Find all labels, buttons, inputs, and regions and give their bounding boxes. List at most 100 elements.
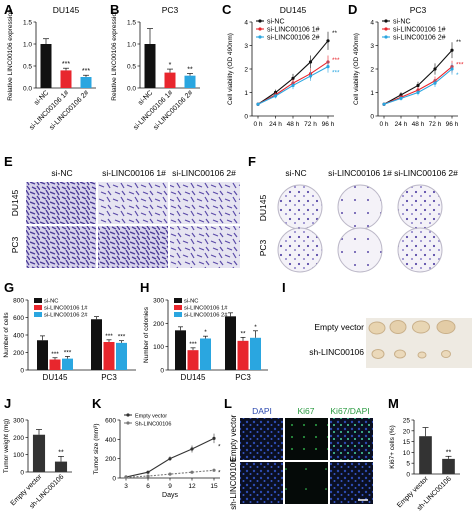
e-image-du145-si-nc bbox=[26, 182, 96, 224]
panel-letter-i: I bbox=[282, 280, 286, 295]
f-plate-pc3-si-1 bbox=[337, 227, 383, 273]
K-x-tick-label: 12 bbox=[188, 483, 196, 490]
i-label-sh: sh-LINC00106 bbox=[309, 347, 364, 357]
K-legend-label: Empty vector bbox=[135, 414, 167, 420]
K-x-tick-label: 6 bbox=[146, 483, 150, 490]
J-y-tick-label: 300 bbox=[13, 418, 24, 425]
panel-letter-k: K bbox=[92, 396, 102, 411]
H-bar bbox=[200, 338, 211, 370]
D-x-tick-label: 48 h bbox=[412, 121, 425, 128]
e-image-du145-si-1 bbox=[98, 182, 168, 224]
K-series-line bbox=[125, 469, 215, 478]
D-legend-marker bbox=[384, 19, 388, 23]
H-bar bbox=[250, 337, 261, 370]
B-bar bbox=[184, 75, 196, 88]
f-row-du145: DU145 bbox=[258, 195, 268, 222]
panel-letter-j: J bbox=[4, 396, 11, 411]
f-plate-du145-si-1 bbox=[337, 184, 383, 230]
H-legend-swatch bbox=[174, 298, 182, 303]
K-legend-marker bbox=[126, 413, 130, 417]
panel-letter-f: F bbox=[248, 154, 256, 169]
panel-letter-a: A bbox=[4, 2, 14, 17]
G-legend-swatch bbox=[34, 305, 42, 310]
G-y-tick-label: 200 bbox=[13, 350, 24, 357]
C-x-tick-label: 96 h bbox=[322, 121, 335, 128]
l-image-ev-ki67 bbox=[285, 418, 328, 460]
panel-letter-g: G bbox=[4, 280, 14, 295]
G-category-label: PC3 bbox=[101, 373, 117, 382]
e-image-pc3-si-1 bbox=[98, 226, 168, 268]
e-image-pc3-si-nc bbox=[26, 226, 96, 268]
l-header-merge: Ki67/DAPI bbox=[330, 406, 369, 416]
G-bar bbox=[62, 358, 73, 370]
J-bar bbox=[32, 434, 46, 472]
M-y-tick-label: 0 bbox=[406, 472, 410, 479]
panel-letter-b: B bbox=[110, 2, 119, 17]
K-legend-marker bbox=[126, 421, 130, 425]
G-bar bbox=[116, 342, 127, 370]
C-x-tick-label: 48 h bbox=[287, 121, 300, 128]
l-image-ev-dapi bbox=[240, 418, 283, 460]
chart-b-pc3-expression: 0.0 0.5 1.0 1.5 Relative LINC00106 expressio… bbox=[111, 5, 200, 132]
D-legend-label: si-NC bbox=[393, 19, 411, 26]
M-bar bbox=[442, 458, 455, 474]
C-y-axis-label: Cell viability (OD 490nm) bbox=[227, 33, 234, 105]
panel-l-immunofluorescence: DAPI Ki67 Ki67/DAPI Empty vector sh-LINC… bbox=[229, 406, 373, 510]
K-significance: * bbox=[218, 469, 221, 476]
G-legend-label: si-LINC00106 1# bbox=[44, 306, 88, 312]
D-x-tick-label: 0 h bbox=[379, 121, 388, 128]
D-point bbox=[382, 102, 386, 106]
C-legend-marker bbox=[258, 27, 262, 31]
C-significance: ** bbox=[332, 30, 338, 37]
G-legend-label: si-NC bbox=[44, 299, 59, 305]
f-header-si-2: si-LINC00106 2# bbox=[394, 168, 458, 178]
H-category-label: PC3 bbox=[235, 373, 251, 382]
K-y-axis-label: Tumor size (mm³) bbox=[93, 423, 100, 474]
H-bar bbox=[187, 350, 199, 370]
panel-letter-m: M bbox=[388, 396, 399, 411]
K-x-axis-label: Days bbox=[162, 492, 178, 499]
panel-e-transwell-images: si-NC si-LINC00106 1# si-LINC00106 2# DU… bbox=[10, 168, 240, 268]
G-y-tick-label: 400 bbox=[13, 333, 24, 340]
J-y-tick-label: 0 bbox=[20, 470, 24, 477]
H-legend-label: si-NC bbox=[184, 299, 199, 305]
l-row-sh: sh-LINC00106 bbox=[229, 458, 238, 510]
i-tumor-sh-2 bbox=[394, 349, 406, 359]
chart-a-du145-expression: 0.0 0.5 1.0 1.5 Relative LINC00106 expressio… bbox=[7, 5, 96, 132]
C-x-tick-label: 72 h bbox=[304, 121, 317, 128]
D-significance: *** bbox=[456, 62, 464, 69]
D-y-axis-label: Cell viability (OD 490nm) bbox=[353, 33, 360, 105]
G-category-label: DU145 bbox=[43, 373, 68, 382]
H-significance: * bbox=[254, 324, 257, 331]
K-x-tick-label: 15 bbox=[210, 483, 218, 490]
J-y-tick-label: 200 bbox=[13, 435, 24, 442]
e-image-du145-si-2 bbox=[170, 182, 240, 224]
M-y-tick-label: 20 bbox=[403, 428, 411, 435]
l-image-ev-merge bbox=[330, 418, 373, 460]
C-x-tick-label: 0 h bbox=[253, 121, 262, 128]
B-y-tick-label: 1.0 bbox=[127, 42, 136, 49]
B-bar bbox=[164, 72, 176, 88]
A-bar bbox=[60, 70, 72, 88]
K-y-tick-label: 400 bbox=[105, 437, 116, 444]
i-label-empty-vector: Empty vector bbox=[314, 322, 364, 332]
l-header-dapi: DAPI bbox=[252, 406, 272, 416]
e-image-pc3-si-2 bbox=[170, 226, 240, 268]
G-bar bbox=[91, 319, 102, 370]
e-row-pc3: PC3 bbox=[10, 236, 20, 253]
D-legend-label: si-LINC00106 1# bbox=[393, 27, 446, 34]
A-y-tick-label: 1.5 bbox=[23, 20, 32, 27]
B-bar bbox=[144, 44, 156, 88]
f-header-si-nc: si-NC bbox=[285, 168, 306, 178]
G-bar bbox=[103, 342, 115, 370]
C-y-tick-label: 3 bbox=[244, 43, 248, 50]
A-y-axis-label: Relative LINC00106 expression bbox=[7, 9, 14, 101]
G-y-axis-label: Number of cells bbox=[3, 312, 10, 358]
f-plate-du145-si-nc bbox=[277, 184, 323, 230]
C-y-tick-label: 4 bbox=[244, 20, 248, 27]
G-legend-swatch bbox=[34, 298, 42, 303]
G-significance: *** bbox=[105, 333, 113, 340]
M-bar bbox=[419, 436, 432, 474]
H-legend-label: si-LINC00106 2# bbox=[184, 313, 228, 319]
